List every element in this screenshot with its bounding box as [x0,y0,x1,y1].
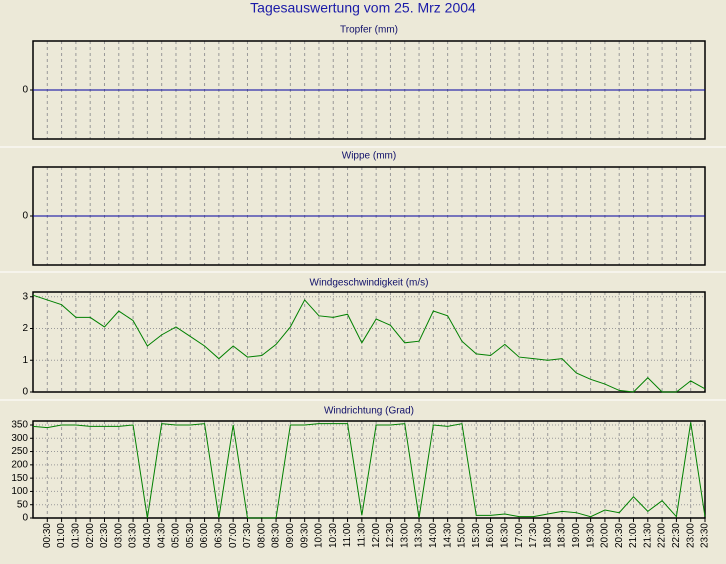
x-tick-label: 18:00 [542,523,553,548]
x-tick-label: 22:30 [671,523,682,548]
x-tick-label: 19:30 [585,523,596,548]
x-tick-label: 17:00 [514,523,525,548]
panel-title: Windgeschwindigkeit (m/s) [310,278,429,289]
x-tick-label: 22:00 [657,523,668,548]
x-tick-label: 18:30 [557,523,568,548]
panel-title: Windrichtung (Grad) [324,406,414,417]
y-tick-label: 0 [22,85,28,96]
y-tick-label: 0 [22,211,28,222]
x-tick-label: 14:00 [428,523,439,548]
x-tick-label: 20:00 [600,523,611,548]
x-tick-label: 20:30 [614,523,625,548]
x-tick-label: 08:00 [256,523,267,548]
x-tick-label: 11:30 [356,523,367,548]
x-tick-label: 06:00 [199,523,210,548]
data-line [32,422,706,519]
x-tick-label: 00:30 [42,523,53,548]
panel-title: Wippe (mm) [342,151,396,162]
x-tick-label: 13:00 [399,523,410,548]
x-tick-label: 23:00 [685,523,696,548]
x-tick-label: 03:30 [128,523,139,548]
y-tick-label: 0 [22,513,28,524]
y-tick-label: 2 [22,323,28,334]
x-tick-label: 16:30 [499,523,510,548]
x-tick-label: 21:00 [628,523,639,548]
x-tick-label: 07:00 [228,523,239,548]
x-tick-label: 08:30 [271,523,282,548]
y-tick-label: 350 [11,420,28,431]
x-tick-label: 17:30 [528,523,539,548]
x-tick-label: 10:30 [328,523,339,548]
y-tick-label: 300 [11,433,28,444]
data-line [32,294,706,393]
y-tick-label: 3 [22,291,28,302]
x-tick-label: 15:00 [457,523,468,548]
y-tick-label: 250 [11,446,28,457]
x-tick-label: 13:30 [414,523,425,548]
y-tick-label: 50 [17,499,29,510]
y-tick-label: 200 [11,459,28,470]
x-tick-label: 10:00 [314,523,325,548]
x-tick-label: 11:00 [342,523,353,548]
x-tick-label: 06:30 [214,523,225,548]
x-tick-label: 04:00 [142,523,153,548]
x-tick-label: 07:30 [242,523,253,548]
x-tick-label: 04:30 [156,523,167,548]
page-title: Tagesauswertung vom 25. Mrz 2004 [250,0,476,16]
plot-frame [32,291,706,393]
x-tick-label: 09:00 [285,523,296,548]
x-tick-label: 12:30 [385,523,396,548]
x-tick-label: 19:00 [571,523,582,548]
x-tick-label: 14:30 [442,523,453,548]
x-tick-label: 01:00 [56,523,67,548]
x-tick-label: 09:30 [299,523,310,548]
x-tick-label: 16:00 [485,523,496,548]
y-tick-label: 1 [22,355,28,366]
x-tick-label: 23:30 [700,523,711,548]
x-tick-label: 15:30 [471,523,482,548]
x-tick-label: 05:30 [185,523,196,548]
x-tick-label: 12:00 [371,523,382,548]
x-tick-label: 21:30 [642,523,653,548]
x-tick-label: 02:00 [85,523,96,548]
x-tick-label: 02:30 [99,523,110,548]
x-tick-label: 03:00 [113,523,124,548]
y-tick-label: 100 [11,486,28,497]
y-tick-label: 150 [11,473,28,484]
y-tick-label: 0 [22,387,28,398]
x-tick-label: 05:00 [171,523,182,548]
plot-frame [32,420,706,519]
x-tick-label: 01:30 [71,523,82,548]
panel-title: Tropfer (mm) [340,25,398,36]
